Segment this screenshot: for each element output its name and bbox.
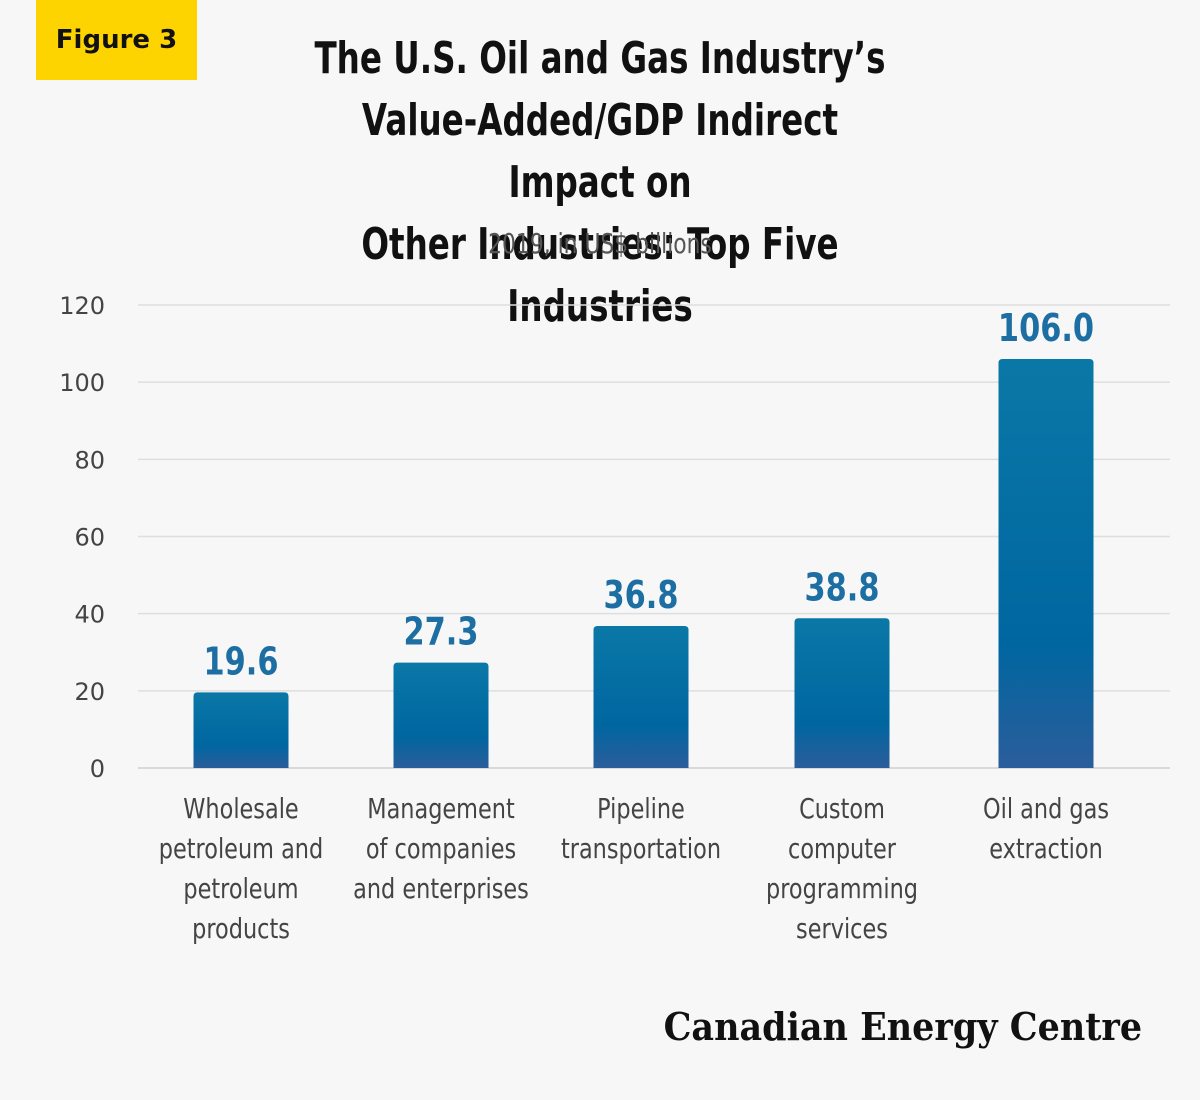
figure-badge: Figure 3 bbox=[36, 0, 197, 80]
y-tick-label-80: 80 bbox=[74, 446, 105, 474]
category-label-line: extraction bbox=[989, 831, 1103, 864]
chart-subtitle: 2019, in US$ billions bbox=[488, 227, 712, 260]
category-label-line: Oil and gas bbox=[983, 791, 1109, 824]
value-label-2: 27.3 bbox=[404, 610, 479, 654]
category-label-line: and enterprises bbox=[353, 871, 529, 904]
category-label-line: petroleum bbox=[183, 871, 298, 904]
bar-5 bbox=[998, 359, 1094, 768]
category-label-2: Management of companies and enterprises bbox=[353, 791, 529, 904]
bar-4 bbox=[794, 618, 890, 768]
chart-title-line-1: The U.S. Oil and Gas Industry’s bbox=[314, 33, 886, 84]
y-tick-label-100: 100 bbox=[59, 369, 105, 397]
value-label-4: 38.8 bbox=[805, 566, 880, 610]
brand-logo-text: Canadian Energy Centre bbox=[663, 1004, 1142, 1049]
value-label-1: 19.6 bbox=[204, 640, 279, 684]
y-tick-label-20: 20 bbox=[74, 678, 105, 706]
category-label-line: petroleum and bbox=[159, 831, 323, 864]
category-label-line: Pipeline bbox=[597, 791, 685, 824]
category-label-line: programming bbox=[766, 871, 918, 904]
y-tick-label-60: 60 bbox=[74, 524, 105, 552]
category-label-5: Oil and gas extraction bbox=[983, 791, 1109, 864]
category-label-1: Wholesale petroleum and petroleum products bbox=[159, 791, 323, 944]
category-label-3: Pipeline transportation bbox=[561, 791, 721, 864]
y-tick-label-40: 40 bbox=[74, 601, 105, 629]
value-label-5: 106.0 bbox=[998, 307, 1094, 351]
bar-3 bbox=[593, 626, 689, 768]
category-label-line: Management bbox=[367, 791, 515, 824]
category-label-line: of companies bbox=[366, 831, 516, 864]
bar-chart: 0 20 40 60 80 100 120 19.6 Wholesale petroleum an… bbox=[59, 292, 1170, 945]
figure-badge-label: Figure 3 bbox=[55, 25, 178, 55]
chart-title: The U.S. Oil and Gas Industry’s Value-Ad… bbox=[304, 28, 896, 338]
chart-title-line-2: Value-Added/GDP Indirect Impact on bbox=[361, 95, 839, 208]
chart-title-line-3: Other Industries: Top Five Industries bbox=[361, 219, 839, 332]
category-label-line: Wholesale bbox=[183, 791, 298, 824]
category-label-line: Custom bbox=[799, 791, 885, 824]
y-tick-label-120: 120 bbox=[59, 292, 105, 320]
category-label-line: products bbox=[192, 911, 290, 944]
bar-1 bbox=[193, 692, 289, 768]
category-label-4: Custom computer programming services bbox=[766, 791, 918, 944]
category-label-line: computer bbox=[788, 831, 896, 864]
y-tick-label-0: 0 bbox=[90, 755, 105, 783]
category-label-line: transportation bbox=[561, 831, 721, 864]
bar-2 bbox=[393, 662, 489, 768]
value-label-3: 36.8 bbox=[604, 574, 679, 618]
category-label-line: services bbox=[796, 911, 888, 944]
